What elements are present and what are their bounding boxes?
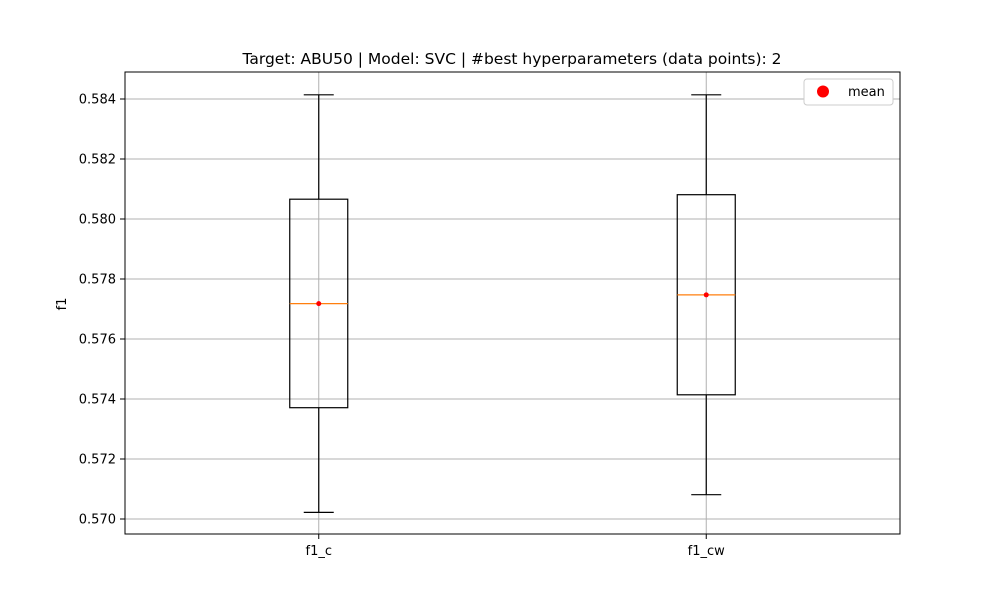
y-tick-label: 0.580 — [79, 213, 116, 228]
y-axis-label: f1 — [55, 298, 70, 311]
legend-mean-marker — [817, 85, 829, 98]
x-tick-label: f1_cw — [688, 544, 725, 559]
legend: mean — [803, 78, 894, 106]
plot-frame — [124, 71, 901, 535]
y-tick-label: 0.576 — [79, 333, 116, 348]
mean-marker — [316, 301, 322, 307]
y-tick-label: 0.572 — [79, 453, 116, 468]
mean-marker — [703, 292, 709, 298]
box-f1_c — [289, 94, 349, 514]
y-tick-label: 0.582 — [79, 153, 116, 168]
chart-title: Target: ABU50 | Model: SVC | #best hyper… — [241, 50, 781, 68]
boxes — [289, 94, 736, 514]
y-tick-label: 0.570 — [79, 513, 116, 528]
y-tick-label: 0.584 — [79, 93, 116, 108]
x-tick-label: f1_c — [306, 544, 333, 559]
box-f1_cw — [676, 94, 736, 496]
legend-box — [803, 78, 894, 106]
y-tick-label: 0.578 — [79, 273, 116, 288]
axes: 0.570 0.572 0.574 0.576 0.578 0.580 0.582 0.584… — [79, 93, 725, 560]
legend-label-mean: mean — [848, 85, 885, 100]
y-tick-label: 0.574 — [79, 393, 116, 408]
